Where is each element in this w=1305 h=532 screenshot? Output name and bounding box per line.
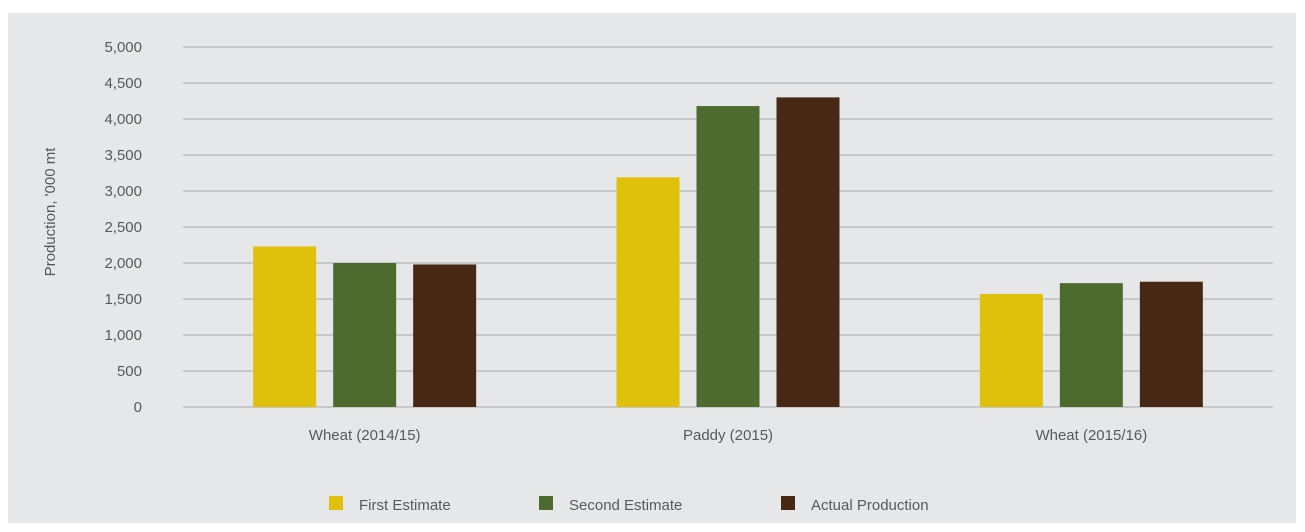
bar-first-estimate [979, 293, 1043, 407]
bar-actual-production [1139, 281, 1203, 407]
x-category-label: Paddy (2015) [683, 427, 773, 444]
y-tick-labels: 0 500 1,000 1,500 2,000 2,500 3,000 3,500 4,000 4… [104, 39, 142, 416]
chart-panel: 0 500 1,000 1,500 2,000 2,500 3,000 3,500 4,000 4… [8, 13, 1296, 523]
y-tick-label: 5,000 [104, 39, 142, 56]
bar-actual-production [413, 264, 477, 407]
legend-swatch [329, 496, 343, 510]
legend-label: Actual Production [811, 497, 929, 514]
bar-first-estimate [253, 246, 317, 407]
bar-second-estimate [1059, 283, 1123, 407]
bar-second-estimate [696, 106, 760, 407]
bar-actual-production [776, 97, 840, 408]
legend-label: Second Estimate [569, 497, 682, 514]
legend-swatch [781, 496, 795, 510]
y-axis-title: Production, '000 mt [42, 147, 59, 277]
y-tick-label: 1,000 [104, 327, 142, 344]
y-tick-label: 3,500 [104, 147, 142, 164]
x-category-label: Wheat (2014/15) [309, 427, 421, 444]
y-tick-label: 2,000 [104, 255, 142, 272]
y-tick-label: 2,500 [104, 219, 142, 236]
bar-second-estimate [333, 263, 397, 407]
legend-label: First Estimate [359, 497, 451, 514]
y-tick-label: 0 [134, 399, 142, 416]
x-category-labels: Wheat (2014/15) Paddy (2015) Wheat (2015/1… [309, 427, 1147, 444]
bars [253, 97, 1203, 408]
x-category-label: Wheat (2015/16) [1035, 427, 1147, 444]
y-tick-label: 500 [117, 363, 142, 380]
legend-swatch [539, 496, 553, 510]
y-tick-label: 3,000 [104, 183, 142, 200]
legend: First Estimate Second Estimate Actual Prod… [329, 496, 929, 514]
y-tick-label: 4,500 [104, 75, 142, 92]
bar-first-estimate [616, 177, 680, 407]
y-tick-label: 4,000 [104, 111, 142, 128]
bar-chart: 0 500 1,000 1,500 2,000 2,500 3,000 3,500 4,000 4… [42, 39, 1273, 514]
y-tick-label: 1,500 [104, 291, 142, 308]
